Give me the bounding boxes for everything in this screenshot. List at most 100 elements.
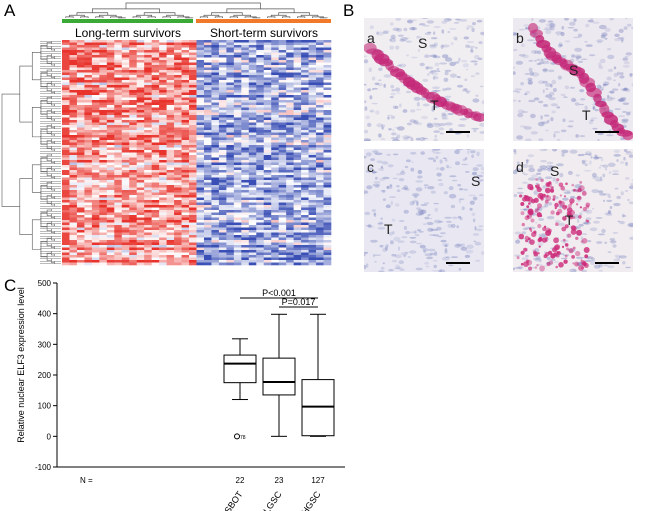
heatmap-cell xyxy=(159,212,167,216)
dendrogram-branch xyxy=(147,16,156,18)
nucleus xyxy=(423,249,427,253)
nucleus xyxy=(391,218,396,222)
heatmap-cell xyxy=(121,150,130,153)
heatmap-cell xyxy=(316,42,324,46)
n-value: 23 xyxy=(275,476,284,485)
heatmap-cell xyxy=(233,187,242,191)
heatmap-cell xyxy=(91,90,100,93)
heatmap-cell xyxy=(62,175,70,178)
heatmap-cell xyxy=(233,115,242,118)
heatmap-cell xyxy=(301,182,309,186)
heatmap-cell xyxy=(99,55,108,58)
heatmap-cell xyxy=(241,62,250,66)
heatmap-cell xyxy=(203,195,212,198)
heatmap-cell xyxy=(293,97,302,101)
nucleus xyxy=(426,221,434,226)
heatmap-cell xyxy=(144,150,152,153)
nucleus xyxy=(612,88,619,91)
heatmap-cell xyxy=(84,252,93,256)
heatmap-cell xyxy=(308,80,317,83)
nucleus xyxy=(466,149,471,150)
heatmap-cell xyxy=(233,230,242,233)
nucleus xyxy=(474,54,480,60)
nucleus xyxy=(470,47,474,51)
nucleus xyxy=(527,77,533,82)
stained-cell xyxy=(564,224,569,229)
heatmap-cell xyxy=(76,105,85,108)
nucleus xyxy=(618,255,627,259)
stained-cell xyxy=(526,213,532,220)
nucleus xyxy=(614,187,619,190)
heatmap-cell xyxy=(241,177,250,181)
heatmap-cell xyxy=(233,65,242,68)
heatmap-cell xyxy=(62,205,70,208)
heatmap-cell xyxy=(218,227,227,231)
heatmap-cell xyxy=(181,155,190,158)
heatmap-cell xyxy=(144,257,152,261)
heatmap-cell xyxy=(293,55,302,58)
heatmap-cell xyxy=(84,145,93,148)
nucleus xyxy=(394,126,399,129)
nucleus xyxy=(533,257,540,260)
heatmap-cell xyxy=(278,195,287,198)
nucleus xyxy=(395,18,401,21)
dendrogram-branch xyxy=(31,107,41,138)
heatmap-cell xyxy=(99,195,108,198)
heatmap-cell xyxy=(316,210,324,213)
heatmap-cell xyxy=(136,182,145,186)
heatmap-cell xyxy=(218,155,227,158)
nucleus xyxy=(603,81,610,86)
heatmap-cell xyxy=(301,210,309,213)
heatmap-cell xyxy=(114,197,123,201)
heatmap-cell xyxy=(62,132,70,136)
heatmap-cell xyxy=(218,47,227,51)
heatmap-cell xyxy=(211,197,220,201)
heatmap-cell xyxy=(76,127,85,131)
heatmap-cell xyxy=(151,90,160,93)
heatmap-cell xyxy=(129,232,138,236)
nucleus xyxy=(621,118,629,122)
nucleus xyxy=(531,174,538,178)
stained-cell xyxy=(560,185,565,191)
heatmap-cell xyxy=(91,210,100,213)
heatmap-cell xyxy=(151,200,160,203)
heatmap-cell xyxy=(99,52,108,56)
heatmap-cell xyxy=(151,212,160,216)
stained-cell xyxy=(535,178,538,181)
heatmap-cell xyxy=(114,152,123,156)
heatmap-cell xyxy=(263,247,272,251)
heatmap-cell xyxy=(69,47,78,51)
heatmap-cell xyxy=(301,125,309,128)
heatmap-cell xyxy=(129,117,138,121)
heatmap-cell xyxy=(166,87,175,91)
heatmap-cell xyxy=(174,95,182,98)
heatmap-cell xyxy=(144,230,152,233)
heatmap-cell xyxy=(151,140,160,143)
dendrogram-branch xyxy=(54,140,60,145)
heatmap-cell xyxy=(233,130,242,133)
nucleus xyxy=(389,38,392,42)
heatmap-cell xyxy=(174,77,182,81)
heatmap-cell xyxy=(144,67,152,71)
heatmap-cell xyxy=(293,120,302,123)
micrograph-d-tumor-label: T xyxy=(565,212,574,228)
nucleus xyxy=(412,199,419,203)
heatmap-cell xyxy=(62,55,70,58)
heatmap-cell xyxy=(91,70,100,73)
heatmap-cell xyxy=(323,75,332,78)
heatmap-cell xyxy=(62,260,70,263)
heatmap-cell xyxy=(84,262,93,266)
stained-cell xyxy=(543,194,546,197)
heatmap-cell xyxy=(159,125,167,128)
heatmap-cell xyxy=(248,145,257,148)
dendrogram-branch xyxy=(51,185,60,191)
nucleus xyxy=(473,240,477,243)
heatmap-cell xyxy=(121,85,130,88)
heatmap-cell xyxy=(293,70,302,73)
heatmap-cell xyxy=(136,125,145,128)
heatmap-cell xyxy=(121,140,130,143)
heatmap-cell xyxy=(114,200,123,203)
heatmap-cell xyxy=(233,132,242,136)
heatmap-cell xyxy=(316,215,324,218)
heatmap-cell xyxy=(203,177,212,181)
